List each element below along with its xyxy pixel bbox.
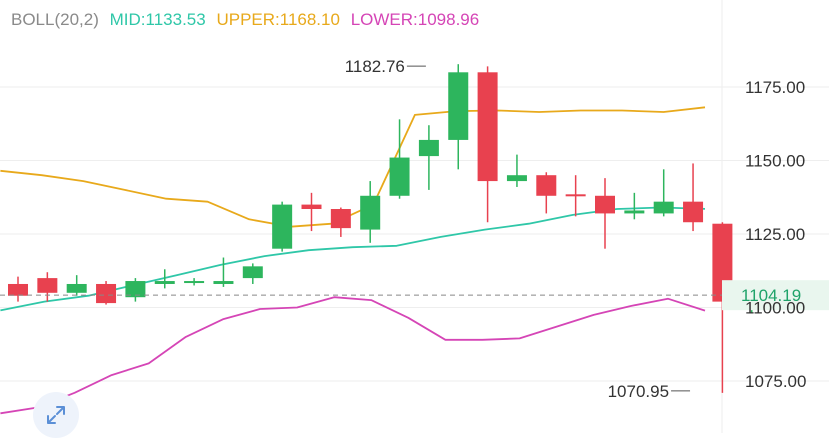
- legend-upper-value: 1168.10: [280, 10, 340, 29]
- candle-down: [301, 192, 322, 232]
- candle-up: [154, 269, 175, 289]
- candle-up: [66, 275, 87, 296]
- candle-body: [8, 283, 28, 296]
- legend-mid: MID:1133.53: [110, 10, 206, 29]
- candle-up: [389, 119, 410, 199]
- candle-up: [506, 154, 527, 187]
- legend-lower-label: LOWER:: [351, 10, 418, 29]
- lower-band-line: [0, 296, 706, 415]
- candle-body: [565, 194, 586, 197]
- y-tick-label: 1150.00: [745, 152, 805, 171]
- candle-up: [624, 192, 645, 220]
- candle-down: [37, 272, 58, 302]
- legend-mid-label: MID:: [110, 10, 146, 29]
- candlesticks: [8, 64, 762, 393]
- candle-up: [213, 257, 234, 287]
- candle-up: [448, 64, 469, 170]
- y-axis: 1075.00 1100.00 1125.00 1150.00 1175.00: [745, 78, 806, 391]
- candle-body: [213, 281, 234, 284]
- candle-body: [595, 195, 615, 214]
- candle-body: [389, 157, 410, 196]
- candle-down: [8, 276, 28, 302]
- candle-body: [683, 201, 704, 223]
- current-price-label: 1104.19: [741, 286, 801, 305]
- candle-up: [272, 201, 293, 252]
- y-tick-label: 1175.00: [745, 78, 805, 97]
- legend-lower-value: 1098.96: [418, 10, 479, 29]
- high-price-label: 1182.76: [345, 57, 405, 76]
- candle-down: [96, 281, 117, 305]
- candle-body: [477, 72, 498, 182]
- candle-body: [96, 283, 117, 304]
- candle-body: [360, 195, 381, 230]
- candle-up: [184, 278, 205, 286]
- legend-mid-value: 1133.53: [146, 10, 206, 29]
- candle-body: [448, 72, 469, 140]
- mid-band-line: [0, 206, 706, 312]
- y-tick-label: 1100.00: [745, 299, 805, 318]
- current-price-tag: [722, 280, 829, 311]
- candle-body: [653, 201, 674, 214]
- candle-up: [418, 125, 439, 190]
- legend: BOLL(20,2) MID:1133.53 UPPER:1168.10 LOW…: [11, 10, 479, 29]
- extreme-annotations: 1182.76 1070.95: [345, 57, 691, 401]
- candle-up: [242, 263, 263, 284]
- legend-upper-label: UPPER:: [216, 10, 279, 29]
- legend-lower: LOWER:1098.96: [351, 10, 480, 29]
- candle-up: [653, 169, 674, 217]
- candle-body: [330, 209, 351, 229]
- candle-body: [37, 278, 58, 293]
- candle-down: [683, 163, 704, 232]
- candle-body: [184, 281, 205, 284]
- candle-down: [536, 172, 557, 214]
- candle-body: [242, 266, 263, 279]
- candle-down: [565, 175, 586, 217]
- y-tick-label: 1075.00: [745, 372, 806, 391]
- candle-body: [154, 281, 175, 284]
- low-price-label: 1070.95: [608, 382, 669, 401]
- expand-diagonal-icon: [47, 406, 65, 424]
- current-price-line: 1104.19: [0, 280, 829, 311]
- candle-body: [418, 139, 439, 157]
- upper-band-line: [0, 106, 706, 228]
- candle-body: [624, 210, 645, 214]
- candle-body: [536, 175, 557, 196]
- legend-upper: UPPER:1168.10: [216, 10, 340, 29]
- candle-up: [360, 181, 381, 243]
- candle-up: [125, 278, 146, 302]
- candle-body: [125, 281, 146, 298]
- expand-button[interactable]: [33, 392, 79, 438]
- candle-body: [301, 204, 322, 210]
- legend-indicator: BOLL(20,2): [11, 10, 99, 29]
- candle-down: [595, 178, 615, 249]
- candle-body: [66, 283, 87, 293]
- candle-body: [506, 175, 527, 182]
- y-tick-label: 1125.00: [745, 225, 805, 244]
- candle-down: [330, 207, 351, 237]
- candle-down: [477, 66, 498, 223]
- bollinger-bands: [0, 106, 706, 415]
- candle-body: [272, 204, 293, 249]
